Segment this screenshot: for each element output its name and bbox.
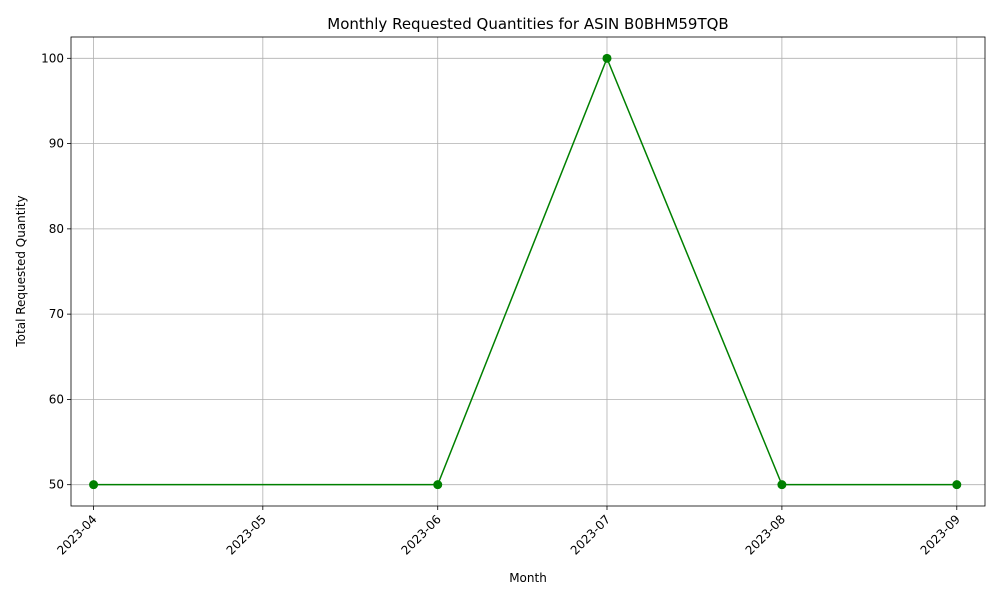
data-point (433, 480, 443, 490)
chart-title: Monthly Requested Quantities for ASIN B0… (327, 15, 728, 33)
x-gridlines (93, 37, 958, 506)
series-layer (89, 53, 962, 490)
y-tick-label: 50 (49, 478, 64, 492)
data-point (952, 480, 962, 490)
data-point (777, 480, 787, 490)
y-tick-label: 100 (41, 51, 64, 65)
x-axis-label: Month (509, 571, 547, 585)
y-axis-ticks: 50 60 70 80 90 100 (41, 51, 71, 492)
plot-frame (70, 36, 986, 507)
data-point (89, 480, 99, 490)
y-axis-label: Total Requested Quantity (14, 195, 28, 347)
data-point (602, 53, 612, 63)
y-tick-label: 70 (49, 307, 64, 321)
y-tick-label: 80 (49, 222, 64, 236)
y-tick-label: 90 (49, 137, 64, 151)
y-tick-label: 60 (49, 392, 64, 406)
